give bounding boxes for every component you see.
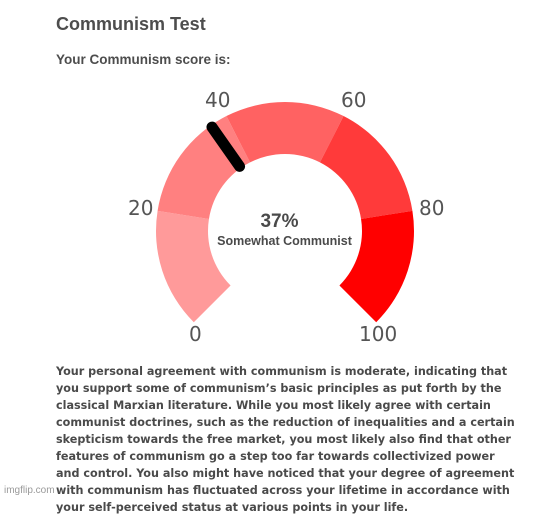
score-gauge xyxy=(156,101,414,323)
gauge-segment-60-80 xyxy=(319,116,413,219)
tick-label-80: 80 xyxy=(419,196,445,220)
gauge-segment-40-60 xyxy=(226,101,344,163)
score-heading: Your Communism score is: xyxy=(56,52,231,67)
result-description: Your personal agreement with communism i… xyxy=(56,365,515,514)
gauge-needle xyxy=(206,121,246,172)
page-title: Communism Test xyxy=(56,14,206,34)
score-value: 37% xyxy=(260,211,299,232)
tick-label-40: 40 xyxy=(205,88,231,112)
tick-label-0: 0 xyxy=(189,322,202,346)
tick-label-100: 100 xyxy=(359,322,398,346)
tick-label-20: 20 xyxy=(128,196,154,220)
gauge-segment-0-20 xyxy=(156,210,231,323)
gauge-segment-80-100 xyxy=(339,210,414,323)
tick-label-60: 60 xyxy=(341,88,367,112)
watermark: imgflip.com xyxy=(4,485,55,496)
score-category: Somewhat Communist xyxy=(217,234,352,248)
